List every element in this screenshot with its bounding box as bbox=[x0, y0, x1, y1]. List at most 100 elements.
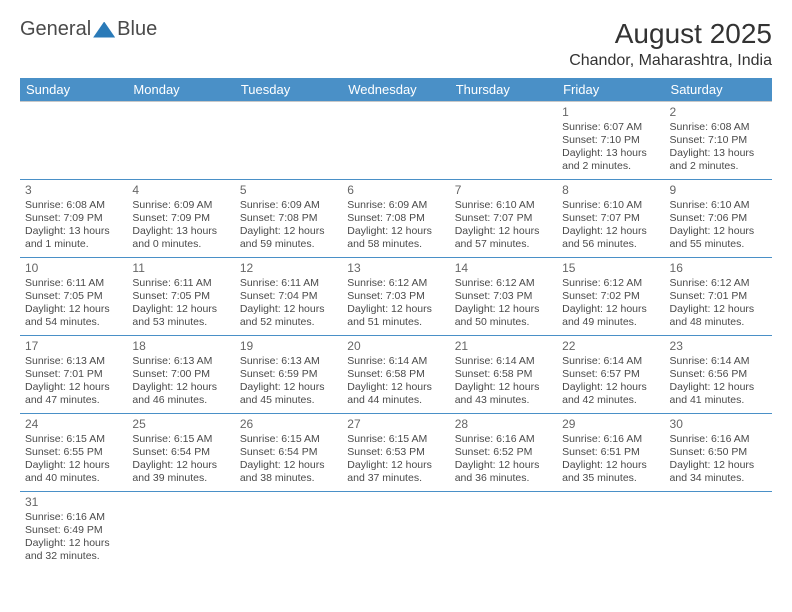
daylight-line: Daylight: 13 hours and 2 minutes. bbox=[562, 147, 659, 173]
sunset-line: Sunset: 7:08 PM bbox=[347, 212, 444, 225]
calendar-cell: 23Sunrise: 6:14 AMSunset: 6:56 PMDayligh… bbox=[665, 336, 772, 414]
day-number: 9 bbox=[670, 183, 767, 198]
daylight-line: Daylight: 12 hours and 36 minutes. bbox=[455, 459, 552, 485]
calendar-row: 3Sunrise: 6:08 AMSunset: 7:09 PMDaylight… bbox=[20, 180, 772, 258]
daylight-line: Daylight: 12 hours and 48 minutes. bbox=[670, 303, 767, 329]
sunrise-line: Sunrise: 6:14 AM bbox=[670, 355, 767, 368]
sunset-line: Sunset: 7:04 PM bbox=[240, 290, 337, 303]
calendar-cell: 9Sunrise: 6:10 AMSunset: 7:06 PMDaylight… bbox=[665, 180, 772, 258]
day-number: 22 bbox=[562, 339, 659, 354]
sunset-line: Sunset: 7:10 PM bbox=[670, 134, 767, 147]
calendar-cell: 26Sunrise: 6:15 AMSunset: 6:54 PMDayligh… bbox=[235, 414, 342, 492]
day-header: Thursday bbox=[450, 78, 557, 102]
day-number: 26 bbox=[240, 417, 337, 432]
calendar-cell bbox=[127, 102, 234, 180]
daylight-line: Daylight: 12 hours and 35 minutes. bbox=[562, 459, 659, 485]
sunrise-line: Sunrise: 6:12 AM bbox=[455, 277, 552, 290]
calendar-cell: 27Sunrise: 6:15 AMSunset: 6:53 PMDayligh… bbox=[342, 414, 449, 492]
daylight-line: Daylight: 12 hours and 41 minutes. bbox=[670, 381, 767, 407]
calendar-cell: 15Sunrise: 6:12 AMSunset: 7:02 PMDayligh… bbox=[557, 258, 664, 336]
daylight-line: Daylight: 12 hours and 55 minutes. bbox=[670, 225, 767, 251]
day-number: 12 bbox=[240, 261, 337, 276]
day-number: 16 bbox=[670, 261, 767, 276]
daylight-line: Daylight: 12 hours and 42 minutes. bbox=[562, 381, 659, 407]
sunrise-line: Sunrise: 6:11 AM bbox=[240, 277, 337, 290]
calendar-row: 24Sunrise: 6:15 AMSunset: 6:55 PMDayligh… bbox=[20, 414, 772, 492]
sunrise-line: Sunrise: 6:12 AM bbox=[347, 277, 444, 290]
day-number: 20 bbox=[347, 339, 444, 354]
calendar-table: Sunday Monday Tuesday Wednesday Thursday… bbox=[20, 78, 772, 570]
day-number: 28 bbox=[455, 417, 552, 432]
daylight-line: Daylight: 13 hours and 1 minute. bbox=[25, 225, 122, 251]
daylight-line: Daylight: 12 hours and 38 minutes. bbox=[240, 459, 337, 485]
calendar-cell bbox=[342, 492, 449, 570]
day-number: 19 bbox=[240, 339, 337, 354]
daylight-line: Daylight: 12 hours and 59 minutes. bbox=[240, 225, 337, 251]
sunrise-line: Sunrise: 6:14 AM bbox=[347, 355, 444, 368]
sunrise-line: Sunrise: 6:15 AM bbox=[347, 433, 444, 446]
calendar-cell bbox=[342, 102, 449, 180]
month-title: August 2025 bbox=[569, 18, 772, 50]
calendar-cell bbox=[20, 102, 127, 180]
logo-text-left: General bbox=[20, 18, 91, 41]
day-number: 30 bbox=[670, 417, 767, 432]
day-number: 31 bbox=[25, 495, 122, 510]
calendar-cell bbox=[450, 492, 557, 570]
sunset-line: Sunset: 7:03 PM bbox=[347, 290, 444, 303]
sunrise-line: Sunrise: 6:07 AM bbox=[562, 121, 659, 134]
sunrise-line: Sunrise: 6:11 AM bbox=[132, 277, 229, 290]
sunset-line: Sunset: 7:05 PM bbox=[25, 290, 122, 303]
calendar-cell: 30Sunrise: 6:16 AMSunset: 6:50 PMDayligh… bbox=[665, 414, 772, 492]
calendar-cell: 12Sunrise: 6:11 AMSunset: 7:04 PMDayligh… bbox=[235, 258, 342, 336]
calendar-cell: 31Sunrise: 6:16 AMSunset: 6:49 PMDayligh… bbox=[20, 492, 127, 570]
sunset-line: Sunset: 7:07 PM bbox=[455, 212, 552, 225]
calendar-cell: 24Sunrise: 6:15 AMSunset: 6:55 PMDayligh… bbox=[20, 414, 127, 492]
day-number: 18 bbox=[132, 339, 229, 354]
sunrise-line: Sunrise: 6:16 AM bbox=[455, 433, 552, 446]
sunset-line: Sunset: 7:05 PM bbox=[132, 290, 229, 303]
location: Chandor, Maharashtra, India bbox=[569, 52, 772, 70]
day-number: 3 bbox=[25, 183, 122, 198]
day-number: 5 bbox=[240, 183, 337, 198]
calendar-cell: 21Sunrise: 6:14 AMSunset: 6:58 PMDayligh… bbox=[450, 336, 557, 414]
sunset-line: Sunset: 7:09 PM bbox=[132, 212, 229, 225]
sunrise-line: Sunrise: 6:10 AM bbox=[670, 199, 767, 212]
day-number: 10 bbox=[25, 261, 122, 276]
sunrise-line: Sunrise: 6:16 AM bbox=[562, 433, 659, 446]
sunrise-line: Sunrise: 6:09 AM bbox=[240, 199, 337, 212]
calendar-cell: 16Sunrise: 6:12 AMSunset: 7:01 PMDayligh… bbox=[665, 258, 772, 336]
daylight-line: Daylight: 12 hours and 47 minutes. bbox=[25, 381, 122, 407]
calendar-cell: 3Sunrise: 6:08 AMSunset: 7:09 PMDaylight… bbox=[20, 180, 127, 258]
calendar-cell: 8Sunrise: 6:10 AMSunset: 7:07 PMDaylight… bbox=[557, 180, 664, 258]
daylight-line: Daylight: 12 hours and 37 minutes. bbox=[347, 459, 444, 485]
sunrise-line: Sunrise: 6:13 AM bbox=[25, 355, 122, 368]
day-header: Friday bbox=[557, 78, 664, 102]
daylight-line: Daylight: 12 hours and 43 minutes. bbox=[455, 381, 552, 407]
sunrise-line: Sunrise: 6:09 AM bbox=[132, 199, 229, 212]
sunset-line: Sunset: 6:51 PM bbox=[562, 446, 659, 459]
day-number: 4 bbox=[132, 183, 229, 198]
calendar-cell: 6Sunrise: 6:09 AMSunset: 7:08 PMDaylight… bbox=[342, 180, 449, 258]
calendar-cell bbox=[450, 102, 557, 180]
daylight-line: Daylight: 13 hours and 2 minutes. bbox=[670, 147, 767, 173]
sunset-line: Sunset: 6:56 PM bbox=[670, 368, 767, 381]
calendar-cell: 19Sunrise: 6:13 AMSunset: 6:59 PMDayligh… bbox=[235, 336, 342, 414]
title-block: August 2025 Chandor, Maharashtra, India bbox=[569, 18, 772, 70]
day-number: 21 bbox=[455, 339, 552, 354]
sunrise-line: Sunrise: 6:15 AM bbox=[240, 433, 337, 446]
sunset-line: Sunset: 7:10 PM bbox=[562, 134, 659, 147]
day-header: Saturday bbox=[665, 78, 772, 102]
sunset-line: Sunset: 7:07 PM bbox=[562, 212, 659, 225]
day-number: 2 bbox=[670, 105, 767, 120]
daylight-line: Daylight: 12 hours and 52 minutes. bbox=[240, 303, 337, 329]
calendar-cell: 14Sunrise: 6:12 AMSunset: 7:03 PMDayligh… bbox=[450, 258, 557, 336]
day-number: 17 bbox=[25, 339, 122, 354]
sunrise-line: Sunrise: 6:09 AM bbox=[347, 199, 444, 212]
sunrise-line: Sunrise: 6:08 AM bbox=[25, 199, 122, 212]
sunset-line: Sunset: 6:54 PM bbox=[132, 446, 229, 459]
logo-text-right: Blue bbox=[117, 18, 157, 41]
sunset-line: Sunset: 7:03 PM bbox=[455, 290, 552, 303]
calendar-cell: 22Sunrise: 6:14 AMSunset: 6:57 PMDayligh… bbox=[557, 336, 664, 414]
daylight-line: Daylight: 12 hours and 40 minutes. bbox=[25, 459, 122, 485]
daylight-line: Daylight: 13 hours and 0 minutes. bbox=[132, 225, 229, 251]
